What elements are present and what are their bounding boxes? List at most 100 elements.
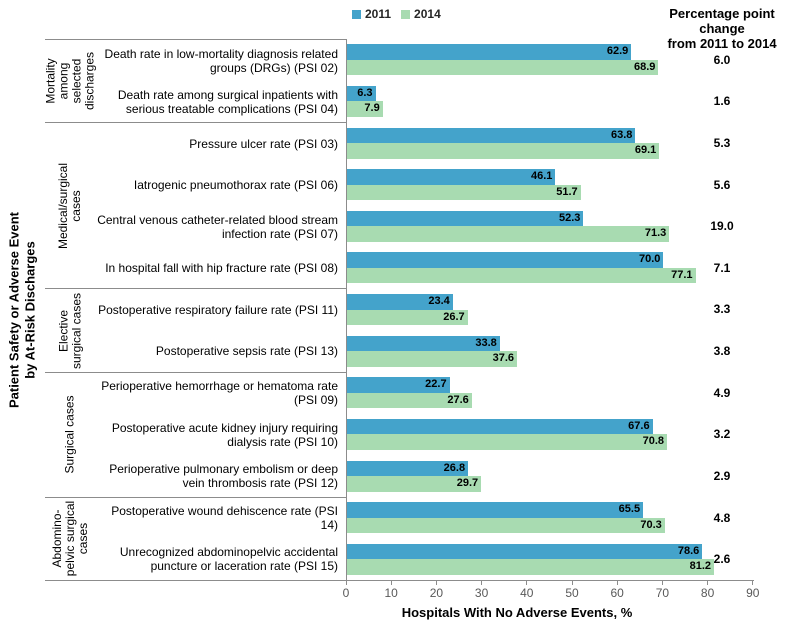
bar-2011: 62.9 [347,44,632,60]
change-value: 7.1 [713,260,731,275]
x-tick-label: 0 [342,586,350,600]
bar-2014: 26.7 [347,309,468,325]
category-labels: Pressure ulcer rate (PSI 03) Iatrogenic p… [95,123,346,288]
group-section: Elective surgical cases Postoperative res… [45,288,346,371]
bar-value: 26.8 [443,461,466,474]
x-tick-mark [526,581,528,585]
category-row: Unrecognized abdominopelvic accidental p… [95,539,346,580]
bar-2014: 68.9 [347,59,659,76]
category-label: Death rate among surgical inpatients wit… [117,87,338,116]
bar-value: 63.8 [610,128,633,141]
x-tick-mark [390,581,392,585]
bar-value: 77.1 [671,268,693,281]
change-header-line: Percentage point [669,6,775,21]
bar-2014: 71.3 [347,226,670,242]
change-value: 4.9 [713,385,731,400]
category-label: Postoperative respiratory failure rate (… [98,303,338,317]
x-tick-label: 30 [474,586,489,600]
bar-2011: 70.0 [347,252,664,268]
category-row: Postoperative acute kidney injury requir… [95,414,346,455]
bar-value: 46.1 [530,170,553,183]
x-tick-mark [661,581,663,585]
category-row: Postoperative respiratory failure rate (… [95,289,346,330]
legend-label: 2014 [414,7,441,21]
category-row: Death rate among surgical inpatients wit… [95,81,346,122]
bar-value: 70.0 [638,253,661,266]
y-axis-title: Patient Safety or Adverse Event by At-Ris… [2,39,42,580]
category-row: Postoperative wound dehiscence rate (PSI… [95,498,346,539]
group-section: Mortality among selected discharges Death… [43,40,346,122]
category-label: Pressure ulcer rate (PSI 03) [189,137,338,152]
group-label-cell: Elective surgical cases [45,289,95,371]
x-axis-ticks: 0 10 20 30 40 50 60 70 80 90 [343,581,759,605]
x-tick-mark [345,581,347,585]
bar-value: 81.2 [689,560,711,573]
bar-2011: 52.3 [347,210,584,227]
x-tick-label: 50 [565,586,579,600]
bar-value: 62.9 [606,45,629,58]
y-axis-title-text: Patient Safety or Adverse Event by At-Ris… [6,39,38,580]
bar-2011: 67.6 [347,418,653,435]
legend-item-2014: 2014 [401,7,441,21]
bar-value: 69.1 [634,144,657,156]
bar-value: 78.6 [677,544,700,557]
x-tick-label: 80 [700,586,715,600]
change-value: 2.6 [713,552,731,567]
bar-2014: 81.2 [347,559,714,575]
category-row: Perioperative hemorrhage or hematoma rat… [95,373,346,414]
x-tick-label: 40 [520,586,534,600]
bar-value: 65.5 [618,503,641,516]
x-axis-line [45,580,754,581]
group-section: Abdomino-pelvic surgical cases Postoperat… [45,496,346,580]
change-header-line: from 2011 to 2014 [667,36,777,51]
bar-2014: 7.9 [347,101,383,117]
group-label-cell: Medical/surgical cases [45,123,95,288]
x-tick-mark [616,581,618,585]
bar-value: 70.8 [642,435,664,448]
bar-2011: 65.5 [347,502,644,518]
legend-label: 2011 [365,7,392,21]
group-label: Mortality among selected discharges [43,52,96,111]
category-labels: Postoperative respiratory failure rate (… [95,289,346,371]
change-column: 6.0 1.6 5.3 5.6 19.0 7.1 3.3 3.8 4.9 3.2 2.9 4.8 2.6 [652,39,792,580]
category-row: Postoperative sepsis rate (PSI 13) [95,331,346,372]
category-label-area: Mortality among selected discharges Death… [43,39,346,580]
bar-value: 68.9 [633,60,656,73]
category-labels: Postoperative wound dehiscence rate (PSI… [95,498,346,580]
legend-swatch [352,9,361,19]
change-value: 5.3 [713,136,731,151]
change-value: 2.9 [713,468,731,483]
x-tick-mark [571,581,573,585]
change-header-line: change [699,21,745,36]
legend: 2011 2014 [352,7,441,21]
bar-2011: 63.8 [347,127,636,143]
bar-value: 26.7 [443,310,465,323]
category-label: Iatrogenic pneumothorax rate (PSI 06) [133,178,338,193]
bar-value: 23.4 [428,295,450,307]
bar-2014: 77.1 [347,267,696,284]
bar-2014: 70.3 [347,517,665,534]
bar-value: 27.6 [447,393,469,406]
bar-value: 33.8 [475,336,497,349]
change-value: 19.0 [710,219,734,234]
bar-value: 29.7 [456,477,479,489]
category-labels: Death rate in low-mortality diagnosis re… [95,40,346,122]
bar-value: 22.7 [425,378,447,391]
bar-2011: 26.8 [347,460,469,476]
bar-2014: 69.1 [347,143,660,159]
category-row: Pressure ulcer rate (PSI 03) [95,123,346,164]
change-value: 3.8 [713,344,731,359]
category-label: Perioperative pulmonary embolism or deep… [109,461,338,490]
category-row: In hospital fall with hip fracture rate … [95,247,346,288]
y-axis-title-line: by At-Risk Discharges [22,240,37,379]
plot-area: 62.9 68.9 6.3 7.9 63.8 69.1 46.1 51.7 52.3 71.3 70… [346,39,758,580]
category-row: Death rate in low-mortality diagnosis re… [95,40,346,81]
bar-2014: 51.7 [347,184,581,201]
group-label: Elective surgical cases [56,292,83,369]
category-label: In hospital fall with hip fracture rate … [105,260,338,275]
bar-value: 67.6 [628,419,650,432]
category-label: Death rate in low-mortality diagnosis re… [104,46,338,75]
x-tick-label: 60 [610,586,624,600]
group-label-cell: Mortality among selected discharges [43,40,96,122]
bar-value: 70.3 [640,518,662,531]
